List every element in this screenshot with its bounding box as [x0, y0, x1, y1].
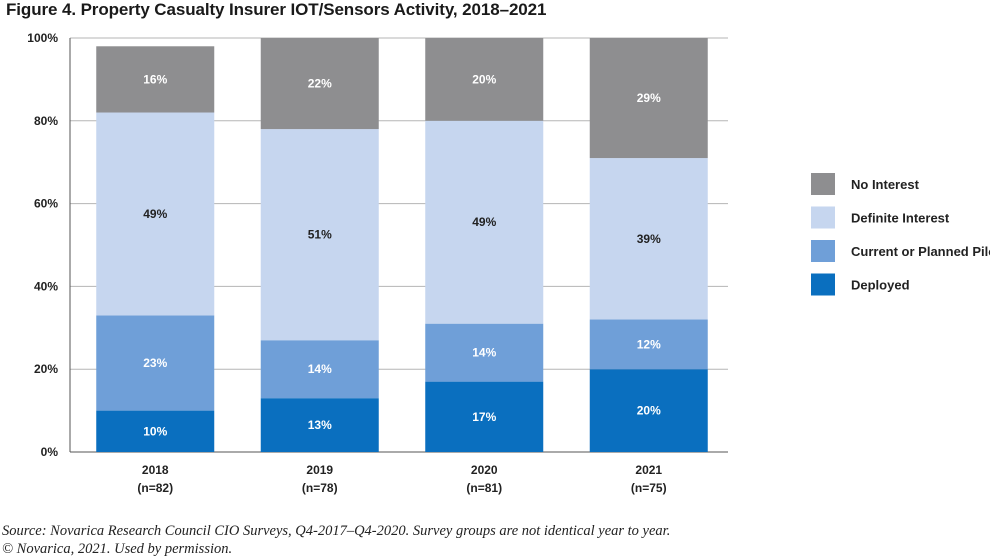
data-label: 16%: [143, 72, 167, 86]
y-axis-ticks: 0% 20% 40% 60% 80% 100%: [27, 31, 58, 459]
data-label: 29%: [637, 91, 661, 105]
data-label: 13%: [308, 418, 332, 432]
data-label: 39%: [637, 232, 661, 246]
legend-label: Current or Planned Pilot: [851, 244, 990, 259]
data-label: 17%: [472, 410, 496, 424]
legend-label: Definite Interest: [851, 211, 950, 226]
x-category-label: 2019: [306, 463, 333, 477]
x-category-label: 2018: [142, 463, 169, 477]
legend-swatch: [811, 207, 835, 229]
copyright-line: © Novarica, 2021. Used by permission.: [2, 540, 670, 558]
legend-swatch: [811, 173, 835, 195]
legend-item: No Interest: [811, 173, 920, 195]
x-category-sublabel: (n=82): [137, 481, 173, 495]
data-label: 20%: [637, 404, 661, 418]
y-tick-label: 0%: [41, 445, 59, 459]
legend-swatch: [811, 240, 835, 262]
y-tick-label: 100%: [27, 31, 58, 45]
data-label: 20%: [472, 72, 496, 86]
bar-stack-2020: 17% 14% 49% 20%: [425, 38, 543, 452]
data-label: 14%: [308, 362, 332, 376]
data-label: 51%: [308, 228, 332, 242]
data-label: 49%: [143, 207, 167, 221]
data-label: 14%: [472, 346, 496, 360]
stacked-bar-chart: 0% 20% 40% 60% 80% 100% 10% 23% 49% 16% 13% 14% 51%…: [0, 0, 990, 520]
data-label: 23%: [143, 356, 167, 370]
x-category-sublabel: (n=81): [466, 481, 502, 495]
data-label: 10%: [143, 424, 167, 438]
legend-item: Definite Interest: [811, 207, 950, 229]
bars: 10%23%49%16%13%14%51%22%17%14%49%20%20%1…: [96, 38, 708, 452]
legend-swatch: [811, 274, 835, 296]
legend: No Interest Definite Interest Current or P…: [811, 173, 990, 296]
y-tick-label: 80%: [34, 114, 58, 128]
x-category-label: 2020: [471, 463, 498, 477]
bar-stack-2019: 13% 14% 51% 22%: [261, 38, 379, 452]
x-category-label: 2021: [635, 463, 662, 477]
data-label: 12%: [637, 337, 661, 351]
y-tick-label: 20%: [34, 362, 58, 376]
x-axis-categories: 2018 (n=82) 2019 (n=78) 2020 (n=81) 2021 (n=75): [137, 463, 666, 495]
legend-item: Deployed: [811, 274, 910, 296]
legend-item: Current or Planned Pilot: [811, 240, 990, 262]
bar-stack-2021: 20% 12% 39% 29%: [590, 38, 708, 452]
data-label: 49%: [472, 215, 496, 229]
y-tick-label: 40%: [34, 279, 58, 293]
y-tick-label: 60%: [34, 197, 58, 211]
source-line: Source: Novarica Research Council CIO Su…: [2, 522, 670, 540]
source-note: Source: Novarica Research Council CIO Su…: [2, 522, 670, 558]
legend-label: No Interest: [851, 177, 920, 192]
data-label: 22%: [308, 77, 332, 91]
x-category-sublabel: (n=78): [302, 481, 338, 495]
bar-stack-2018: 10% 23% 49% 16%: [96, 46, 214, 452]
x-category-sublabel: (n=75): [631, 481, 667, 495]
legend-label: Deployed: [851, 278, 910, 293]
